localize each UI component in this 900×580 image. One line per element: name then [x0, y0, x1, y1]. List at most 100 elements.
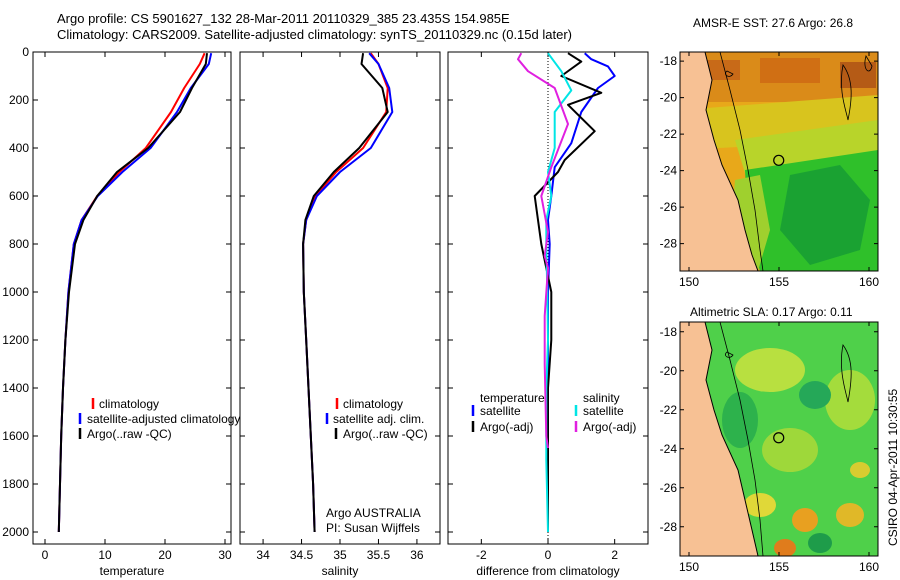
x-tick-label: 35.5 [367, 548, 391, 562]
x-tick-label: 20 [158, 548, 172, 562]
x-tick-label: 34 [256, 548, 270, 562]
sst-coastline [704, 52, 759, 271]
y-tick-label: -26 [660, 200, 678, 214]
series-line [302, 52, 389, 533]
sla-peak-patch [792, 508, 818, 532]
x-tick-label: 160 [859, 275, 879, 289]
y-tick-label: -22 [660, 127, 678, 141]
sst-hot-patch [840, 62, 876, 88]
sla-isobath [719, 322, 764, 556]
series-line [57, 52, 206, 533]
legend-label-climatology: climatology [343, 397, 403, 411]
y-tick-label: 0 [22, 45, 29, 59]
salinity-panel: 34 34.5 35 35.5 36 salinity [239, 51, 441, 578]
x-tick-label: 2 [611, 548, 618, 562]
sst-reef-contour [840, 64, 852, 121]
sla-high-patch [744, 493, 776, 517]
series-line [57, 53, 208, 533]
x-tick-label: 155 [769, 560, 789, 574]
difference-legend: temperature satellite Argo(-adj) salinit… [471, 391, 636, 434]
sla-high-patch [825, 370, 875, 430]
series-line [302, 53, 389, 533]
legend-label-satellite: satellite adj. clim. [333, 412, 424, 426]
sst-dark-green-region [780, 165, 870, 265]
x-tick-label: 35 [333, 548, 347, 562]
y-tick-label: 200 [9, 93, 29, 107]
legend-label-argo-s: Argo(-adj) [583, 420, 636, 434]
y-tick-label: 1200 [2, 333, 29, 347]
y-tick-label: 2000 [2, 525, 29, 539]
sla-low-patch [808, 533, 832, 553]
legend-heading-salinity: salinity [583, 391, 620, 405]
x-tick-label: 155 [769, 275, 789, 289]
credit-timestamp: CSIRO 04-Apr-2011 10:30:55 [886, 388, 900, 546]
y-tick-label: -28 [660, 520, 678, 534]
x-tick-label: 10 [98, 548, 112, 562]
y-tick-label: -22 [660, 403, 678, 417]
x-tick-label: 30 [218, 548, 232, 562]
float-pi-annotation: PI: Susan Wijffels [326, 521, 420, 535]
series-line [547, 52, 616, 532]
x-tick-label: 36 [410, 548, 424, 562]
salinity-legend: climatology satellite adj. clim. Argo(..… [325, 397, 428, 535]
float-owner-annotation: Argo AUSTRALIA [326, 506, 421, 520]
argo-location-marker [773, 432, 785, 444]
legend-label-argo-t: Argo(-adj) [480, 420, 533, 434]
y-tick-label: -24 [660, 442, 678, 456]
legend-label-satellite: satellite-adjusted climatology [87, 412, 240, 426]
sla-map-axes: 150 155 160 -18 -20 -22 -24 -26 -28 [660, 321, 879, 574]
x-axis-label: difference from climatology [476, 564, 619, 578]
x-tick-label: 34.5 [290, 548, 314, 562]
sla-high-patch [762, 428, 818, 472]
sla-high-patch [850, 462, 870, 478]
x-tick-label: 0 [545, 548, 552, 562]
legend-label-satellite-t: satellite [480, 404, 521, 418]
y-tick-label: -20 [660, 364, 678, 378]
sst-reef-contour [864, 55, 873, 72]
y-tick-label: 800 [9, 237, 29, 251]
y-tick-label: -26 [660, 481, 678, 495]
y-tick-label: -20 [660, 91, 678, 105]
difference-panel: -2 0 2 difference from climatology [447, 51, 649, 578]
temperature-legend: climatology satellite-adjusted climatolo… [78, 397, 240, 441]
x-tick-label: 0 [42, 548, 49, 562]
sst-map-title: AMSR-E SST: 27.6 Argo: 26.8 [693, 16, 853, 30]
header-line-2: Climatology: CARS2009. Satellite-adjuste… [57, 27, 572, 42]
y-tick-label: 1000 [2, 285, 29, 299]
header-line-1: Argo profile: CS 5901627_132 28-Mar-2011… [57, 11, 510, 26]
y-tick-label: 600 [9, 189, 29, 203]
temperature-panel: 0 200 400 600 800 1000 1200 1400 1600 1800 2000 0 10… [2, 45, 232, 578]
sla-map-title: Altimetric SLA: 0.17 Argo: 0.11 [690, 305, 853, 319]
sla-reef-contour [725, 351, 734, 358]
y-tick-label: 1600 [2, 429, 29, 443]
x-axis-label: temperature [100, 564, 165, 578]
legend-heading-temperature: temperature [480, 391, 545, 405]
sst-land [680, 52, 758, 271]
x-tick-label: 160 [859, 560, 879, 574]
x-tick-label: -2 [476, 548, 487, 562]
y-tick-label: -18 [660, 54, 678, 68]
x-tick-label: 150 [679, 275, 699, 289]
sla-low-patch [799, 381, 831, 409]
sla-land [680, 322, 758, 556]
legend-label-satellite-s: satellite [583, 404, 624, 418]
sla-peak-patch [774, 539, 796, 556]
sla-peak-patch [836, 503, 864, 527]
sst-map [680, 52, 878, 271]
y-tick-label: 1400 [2, 381, 29, 395]
legend-label-argo: Argo(..raw -QC) [343, 427, 428, 441]
series-line [517, 52, 569, 449]
y-tick-label: -18 [660, 325, 678, 339]
plot-frame [239, 51, 441, 545]
sst-map-axes: 150 155 160 -18 -20 -22 -24 -26 -28 [660, 51, 879, 289]
y-tick-label: 400 [9, 141, 29, 155]
x-axis-label: salinity [322, 564, 359, 578]
y-tick-label: -24 [660, 164, 678, 178]
sla-reef-contour [840, 344, 852, 403]
argo-location-marker [773, 154, 785, 166]
y-tick-label: -28 [660, 237, 678, 251]
series-line [57, 52, 213, 533]
sst-isobath [719, 52, 764, 271]
series-line [545, 52, 573, 533]
